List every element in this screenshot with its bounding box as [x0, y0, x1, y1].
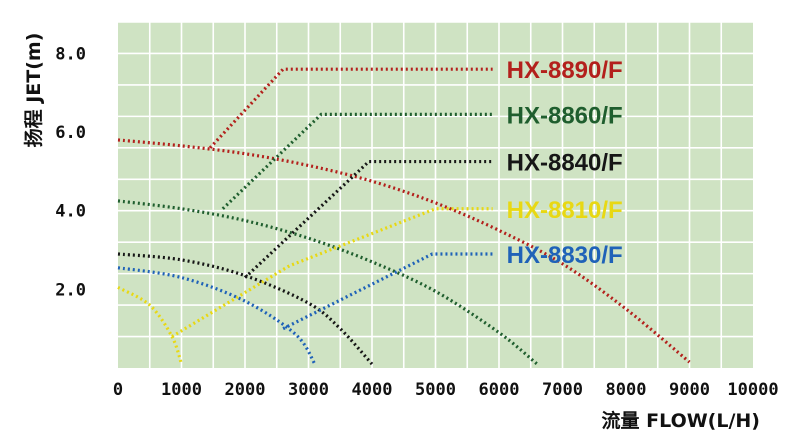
y-tick-label: 4.0	[55, 202, 86, 222]
x-tick-label: 4000	[352, 380, 393, 400]
y-tick-label: 8.0	[55, 44, 86, 64]
y-axis-title: 扬程 JET(m)	[22, 33, 45, 148]
series-hx-8890-f: HX-8890/F	[117, 57, 691, 364]
x-tick-label: 6000	[479, 380, 520, 400]
series-hx-8840-f: HX-8840/F	[117, 150, 623, 366]
series-leader-line	[221, 112, 493, 210]
legend-label: HX-8890/F	[507, 57, 623, 84]
x-tick-label: 0	[113, 380, 123, 400]
x-tick-label: 3000	[288, 380, 329, 400]
x-tick-label: 5000	[415, 380, 456, 400]
series-curve	[117, 199, 539, 366]
series-leader-line	[282, 252, 493, 331]
series-hx-8810-f: HX-8810/F	[117, 197, 623, 365]
tick-labels: 2.0 4.0 6.0 8.0 0 1000 2000 3000 4000 5000 6000 700…	[55, 44, 778, 400]
legend-label: HX-8840/F	[507, 150, 623, 177]
series-leader-line	[243, 159, 493, 279]
x-tick-label: 1000	[161, 380, 202, 400]
series-curve	[117, 138, 691, 364]
legend-label: HX-8860/F	[507, 102, 623, 129]
y-tick-label: 6.0	[55, 123, 86, 143]
series-leader-line	[171, 207, 493, 338]
legend-label: HX-8830/F	[507, 242, 623, 269]
x-tick-label: 8000	[606, 380, 647, 400]
grid-lines	[118, 21, 753, 368]
x-tick-label: 9000	[669, 380, 710, 400]
plot-area: HX-8890/F HX-8860/F HX-8840/F HX-8810/F HX-8…	[117, 21, 753, 368]
series-curve	[117, 252, 374, 366]
series-hx-8830-f: HX-8830/F	[117, 242, 623, 365]
series-curve	[117, 285, 184, 365]
series-curve	[117, 266, 317, 365]
series-leader-line	[208, 67, 493, 149]
legend-label: HX-8810/F	[507, 197, 623, 224]
y-tick-label: 2.0	[55, 280, 86, 300]
series-hx-8860-f: HX-8860/F	[117, 102, 623, 366]
x-axis-title: 流量 FLOW(L/H)	[602, 409, 760, 432]
x-tick-label: 10000	[727, 380, 778, 400]
x-tick-label: 7000	[542, 380, 583, 400]
x-tick-label: 2000	[225, 380, 266, 400]
